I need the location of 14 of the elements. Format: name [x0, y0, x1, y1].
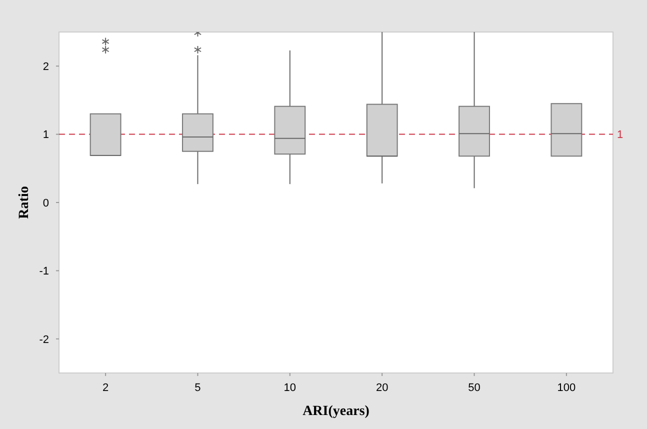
y-tick-label: 1 — [42, 129, 49, 142]
y-tick-label: 2 — [42, 60, 49, 73]
x-axis-title: ARI(years) — [302, 404, 370, 419]
x-tick-label: 2 — [102, 382, 109, 394]
x-tick-label: 10 — [284, 382, 296, 394]
ref-line-label: 1 — [617, 129, 624, 142]
x-tick-label: 50 — [468, 382, 480, 394]
x-tick-label: 100 — [557, 382, 576, 394]
y-tick-label: -2 — [39, 334, 49, 346]
y-axis-title: Ratio — [17, 186, 32, 219]
x-tick-label: 5 — [194, 382, 201, 394]
y-tick-label: 0 — [42, 197, 49, 210]
x-tick-label: 20 — [376, 382, 388, 394]
y-tick-label: -1 — [39, 266, 49, 278]
